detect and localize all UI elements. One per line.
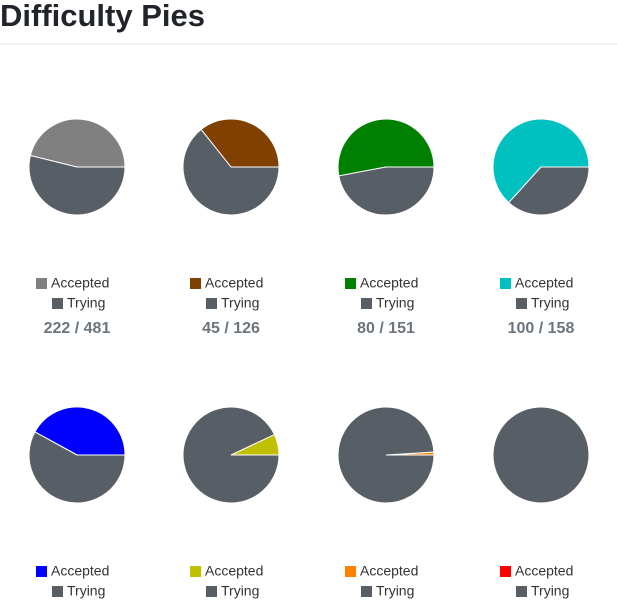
legend-swatch xyxy=(500,278,511,289)
count-label: 222 / 481 xyxy=(44,320,111,337)
count-label: 100 / 158 xyxy=(508,320,575,337)
pie-slice xyxy=(182,406,280,504)
pie-slice xyxy=(338,166,435,216)
legend-label: Accepted xyxy=(51,275,109,291)
legend-label: Accepted xyxy=(515,275,573,291)
pie-slice xyxy=(200,118,280,168)
pie-slice xyxy=(28,154,126,216)
legend-swatch xyxy=(206,586,217,597)
legend-swatch xyxy=(500,566,511,577)
legend-label: Trying xyxy=(376,295,414,311)
legend-label: Trying xyxy=(67,295,105,311)
legend-label: Accepted xyxy=(205,275,263,291)
legend-label: Trying xyxy=(67,583,105,599)
legend-swatch xyxy=(361,586,372,597)
legend-swatch xyxy=(516,298,527,309)
page-title: Difficulty Pies xyxy=(0,0,205,33)
legend-swatch xyxy=(52,586,63,597)
pie-slice xyxy=(182,128,280,216)
legend-label: Trying xyxy=(221,295,259,311)
legend-label: Trying xyxy=(531,295,569,311)
legend-label: Accepted xyxy=(360,275,418,291)
legend-label: Trying xyxy=(531,583,569,599)
pie-slice xyxy=(34,406,126,456)
legend-swatch xyxy=(36,278,47,289)
legend-label: Accepted xyxy=(205,563,263,579)
pie-slice xyxy=(508,166,590,216)
pie-slice xyxy=(492,118,590,204)
legend-label: Trying xyxy=(376,583,414,599)
pie-slice xyxy=(337,406,435,504)
pie-slice xyxy=(29,118,126,168)
legend-swatch xyxy=(345,566,356,577)
legend-label: Trying xyxy=(221,583,259,599)
pie-slice xyxy=(492,406,590,504)
legend-swatch xyxy=(345,278,356,289)
pie-slice xyxy=(337,118,435,177)
legend-swatch xyxy=(190,566,201,577)
legend-swatch xyxy=(361,298,372,309)
legend-swatch xyxy=(190,278,201,289)
legend-label: Accepted xyxy=(360,563,418,579)
legend-label: Accepted xyxy=(515,563,573,579)
legend-swatch xyxy=(36,566,47,577)
legend-swatch xyxy=(206,298,217,309)
count-label: 80 / 151 xyxy=(357,320,415,337)
legend-label: Accepted xyxy=(51,563,109,579)
legend-swatch xyxy=(516,586,527,597)
legend-swatch xyxy=(52,298,63,309)
count-label: 45 / 126 xyxy=(202,320,260,337)
pie-slice xyxy=(28,431,126,504)
